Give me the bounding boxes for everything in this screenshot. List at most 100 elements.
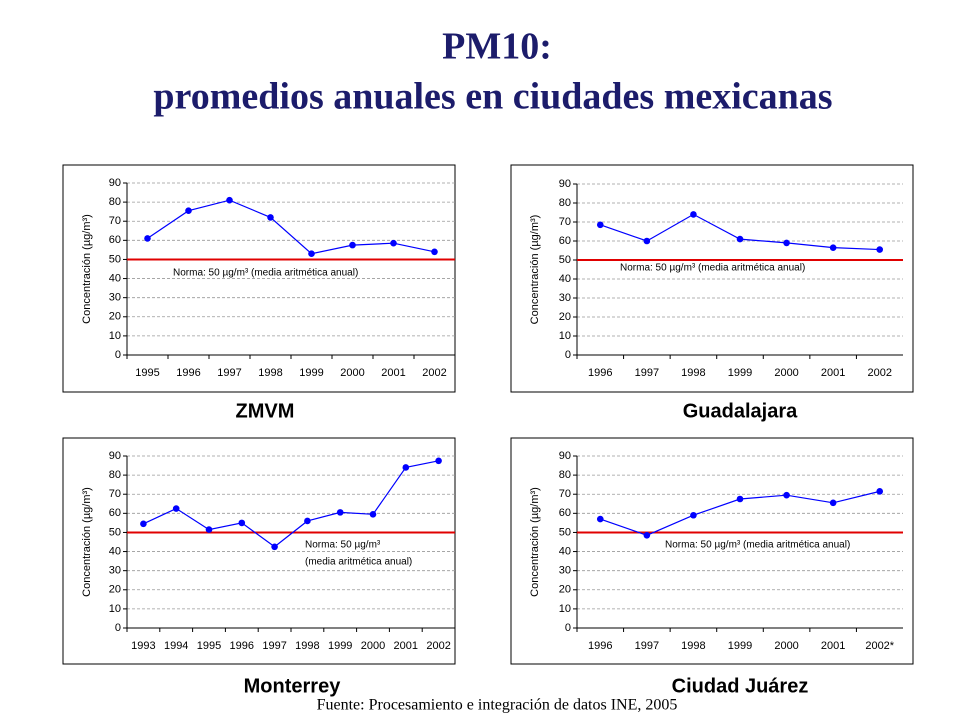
x-tick-label: 1999 bbox=[728, 640, 752, 652]
x-tick-label: 1994 bbox=[164, 640, 188, 652]
x-tick-label: 2001 bbox=[821, 367, 845, 379]
y-tick-label: 20 bbox=[109, 584, 121, 596]
y-tick-label: 40 bbox=[109, 545, 121, 557]
annotation: Norma: 50 µg/m³ bbox=[305, 540, 381, 551]
x-tick-label: 2000 bbox=[774, 367, 798, 379]
x-tick-label: 2000 bbox=[774, 640, 798, 652]
y-tick-label: 30 bbox=[559, 292, 571, 304]
chart-caption: Guadalajara bbox=[683, 400, 798, 422]
y-tick-label: 90 bbox=[559, 178, 571, 190]
chart-frame bbox=[510, 164, 914, 393]
data-point bbox=[643, 532, 651, 539]
source-note: Fuente: Procesamiento e integración de d… bbox=[317, 697, 678, 714]
data-point bbox=[435, 457, 442, 465]
y-tick-label: 80 bbox=[109, 196, 121, 208]
y-tick-label: 20 bbox=[559, 584, 571, 596]
annotation: (media aritmética anual) bbox=[305, 557, 412, 568]
x-tick-label: 1996 bbox=[176, 367, 200, 379]
chart-caption: ZMVM bbox=[236, 400, 295, 422]
data-line bbox=[143, 460, 439, 548]
y-tick-label: 60 bbox=[559, 235, 571, 247]
slide-title: PM10: bbox=[442, 26, 552, 68]
x-tick-label: 2002* bbox=[865, 640, 894, 652]
y-tick-label: 0 bbox=[565, 349, 571, 361]
annotation: Norma: 50 µg/m³ (media aritmética anual) bbox=[173, 268, 358, 279]
x-tick-label: 2002 bbox=[426, 640, 450, 652]
data-point bbox=[144, 235, 151, 242]
y-tick-label: 30 bbox=[559, 565, 571, 577]
chart-frame bbox=[62, 437, 456, 665]
data-point bbox=[643, 237, 651, 245]
x-tick-label: 1995 bbox=[197, 640, 221, 652]
data-point bbox=[829, 499, 837, 507]
x-tick-label: 1997 bbox=[635, 367, 659, 379]
chart-caption: Ciudad Juárez bbox=[672, 675, 809, 697]
y-tick-label: 50 bbox=[559, 526, 571, 538]
data-point bbox=[876, 488, 884, 495]
data-point bbox=[390, 239, 397, 247]
x-tick-label: 1995 bbox=[135, 367, 159, 379]
data-point bbox=[876, 246, 884, 253]
x-tick-label: 2001 bbox=[821, 640, 845, 652]
y-tick-label: 60 bbox=[559, 507, 571, 519]
y-tick-label: 50 bbox=[109, 526, 121, 538]
x-tick-label: 1997 bbox=[217, 367, 241, 379]
y-tick-label: 90 bbox=[559, 450, 571, 462]
data-point bbox=[596, 221, 604, 229]
y-tick-label: 60 bbox=[109, 507, 121, 519]
x-tick-label: 2001 bbox=[381, 367, 405, 379]
x-tick-label: 1997 bbox=[635, 640, 659, 652]
data-point bbox=[336, 509, 344, 516]
x-tick-label: 2002 bbox=[422, 367, 446, 379]
x-tick-label: 1999 bbox=[328, 640, 352, 652]
y-tick-label: 50 bbox=[109, 253, 121, 265]
y-axis-label: Concentración (µg/m³) bbox=[529, 215, 541, 325]
data-point bbox=[267, 214, 274, 221]
data-point bbox=[172, 505, 180, 512]
data-point bbox=[205, 526, 213, 533]
data-point bbox=[736, 235, 744, 243]
data-point bbox=[185, 207, 192, 215]
x-tick-label: 1998 bbox=[258, 367, 282, 379]
data-point bbox=[140, 520, 147, 528]
x-tick-label: 1996 bbox=[230, 640, 254, 652]
y-tick-label: 70 bbox=[559, 488, 571, 500]
chart-caption: Monterrey bbox=[244, 675, 342, 697]
data-point bbox=[736, 495, 744, 503]
y-tick-label: 70 bbox=[109, 215, 121, 227]
y-tick-label: 10 bbox=[109, 603, 121, 615]
annotation: Norma: 50 µg/m³ (media aritmética anual) bbox=[620, 263, 805, 274]
y-tick-label: 10 bbox=[559, 603, 571, 615]
y-tick-label: 40 bbox=[559, 545, 571, 557]
data-point bbox=[783, 239, 790, 247]
y-tick-label: 0 bbox=[565, 622, 571, 634]
y-tick-label: 80 bbox=[559, 197, 571, 209]
x-tick-label: 1996 bbox=[588, 640, 612, 652]
y-tick-label: 60 bbox=[109, 234, 121, 246]
data-point bbox=[690, 511, 697, 519]
y-tick-label: 70 bbox=[109, 488, 121, 500]
data-point bbox=[783, 491, 790, 499]
data-point bbox=[308, 250, 315, 258]
x-tick-label: 2000 bbox=[361, 640, 385, 652]
y-tick-label: 50 bbox=[559, 254, 571, 266]
y-tick-label: 70 bbox=[559, 216, 571, 228]
x-tick-label: 1993 bbox=[131, 640, 155, 652]
x-tick-label: 2001 bbox=[394, 640, 418, 652]
data-point bbox=[271, 543, 278, 551]
data-point bbox=[349, 241, 356, 249]
data-point bbox=[431, 248, 438, 256]
data-line bbox=[147, 199, 435, 255]
data-point bbox=[690, 211, 697, 218]
x-tick-label: 2002 bbox=[867, 367, 891, 379]
y-tick-label: 20 bbox=[109, 311, 121, 323]
y-tick-label: 90 bbox=[109, 177, 121, 189]
y-axis-label: Concentración (µg/m³) bbox=[81, 487, 93, 597]
x-tick-label: 1999 bbox=[299, 367, 323, 379]
x-tick-label: 1996 bbox=[588, 367, 612, 379]
y-axis-label: Concentración (µg/m³) bbox=[81, 214, 93, 324]
x-tick-label: 2000 bbox=[340, 367, 364, 379]
data-point bbox=[829, 244, 837, 251]
data-point bbox=[226, 196, 233, 204]
